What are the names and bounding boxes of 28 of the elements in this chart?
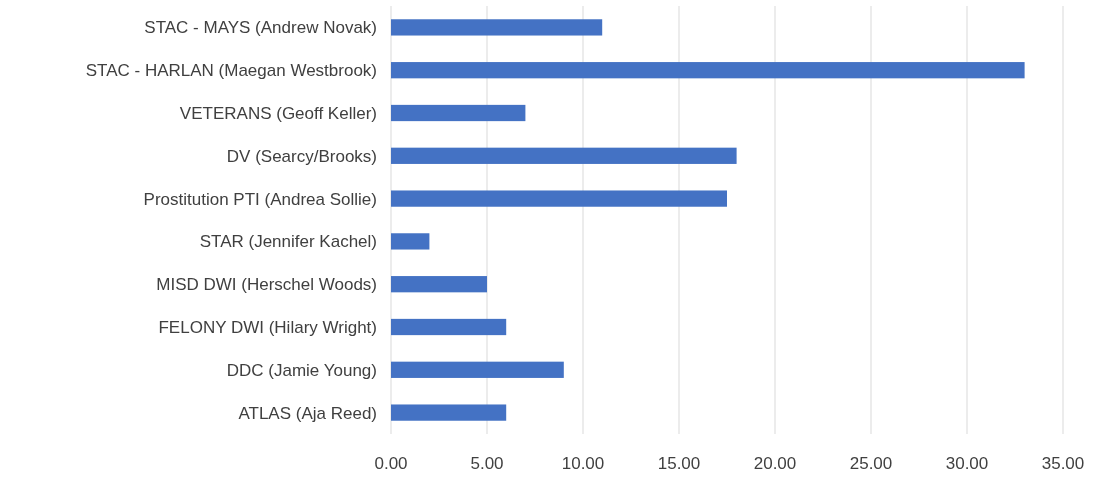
y-tick-label: Prostitution PTI (Andrea Sollie): [143, 189, 377, 209]
bar: [391, 233, 430, 250]
x-tick-label: 20.00: [753, 454, 797, 473]
x-tick-label: 35.00: [1041, 454, 1085, 473]
y-tick-label: STAC - HARLAN (Maegan Westbrook): [85, 61, 377, 81]
x-tick-label: 30.00: [945, 454, 989, 473]
bar: [391, 147, 737, 164]
y-tick-label: DV (Searcy/Brooks): [226, 146, 377, 166]
bar: [391, 19, 603, 36]
x-tick-label: 0.00: [374, 454, 408, 473]
x-tick-label: 15.00: [657, 454, 701, 473]
bar: [391, 190, 727, 207]
bar: [391, 361, 564, 378]
bar: [391, 276, 487, 293]
bar: [391, 404, 507, 421]
x-tick-label: 25.00: [849, 454, 893, 473]
y-tick-label: FELONY DWI (Hilary Wright): [158, 317, 377, 337]
y-tick-label: ATLAS (Aja Reed): [238, 403, 377, 423]
y-tick-label: VETERANS (Geoff Keller): [179, 103, 377, 123]
y-tick-label: STAR (Jennifer Kachel): [199, 232, 377, 252]
bar: [391, 318, 507, 336]
y-tick-label: MISD DWI (Herschel Woods): [156, 275, 377, 295]
x-tick-label: 10.00: [561, 454, 605, 473]
bar: [391, 104, 526, 122]
x-tick-label: 5.00: [470, 454, 504, 473]
bar: [391, 62, 1025, 79]
y-tick-label: STAC - MAYS (Andrew Novak): [144, 18, 377, 38]
y-tick-label: DDC (Jamie Young): [226, 360, 377, 380]
